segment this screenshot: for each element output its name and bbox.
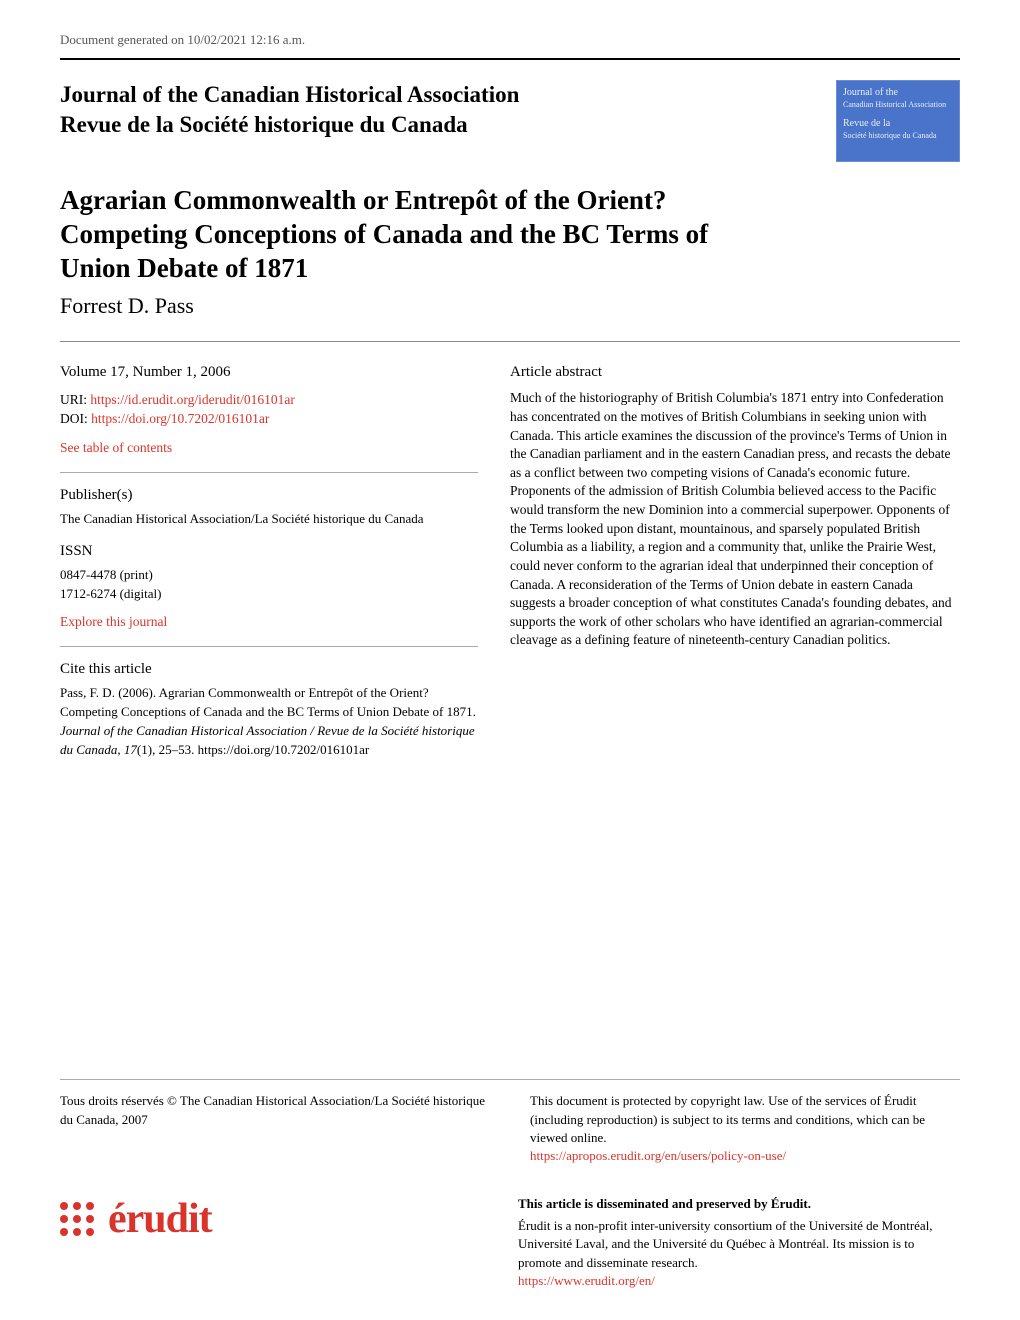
doi-link[interactable]: https://doi.org/10.7202/016101ar: [91, 411, 269, 426]
erudit-url-link[interactable]: https://www.erudit.org/en/: [518, 1273, 655, 1288]
article-author: Forrest D. Pass: [60, 293, 960, 319]
issn-print: 0847-4478 (print): [60, 566, 478, 585]
journal-title-fr: Revue de la Société historique du Canada: [60, 110, 519, 140]
issn-heading: ISSN: [60, 543, 478, 560]
cite-vol-italic: 17: [124, 742, 137, 757]
abstract-heading: Article abstract: [510, 364, 960, 381]
generation-date: Document generated on 10/02/2021 12:16 a…: [60, 32, 960, 58]
doi-label: DOI:: [60, 411, 91, 426]
cite-part-1: Pass, F. D. (2006). Agrarian Commonwealt…: [60, 685, 476, 719]
dissemination-body: Érudit is a non-profit inter-university …: [518, 1217, 960, 1272]
issn-digital: 1712-6274 (digital): [60, 585, 478, 604]
thumb-line4: Société historique du Canada: [843, 131, 953, 141]
copyright-protect-text: This document is protected by copyright …: [530, 1092, 960, 1147]
issue-info: Volume 17, Number 1, 2006: [60, 364, 478, 381]
dissemination-heading: This article is disseminated and preserv…: [518, 1195, 960, 1213]
journal-cover-thumbnail: Journal of the Canadian Historical Assoc…: [836, 80, 960, 162]
cite-heading: Cite this article: [60, 661, 478, 678]
erudit-logo-dots-icon: [60, 1202, 94, 1236]
divider-2: [60, 646, 478, 647]
article-title: Agrarian Commonwealth or Entrepôt of the…: [60, 184, 780, 285]
thumb-line3: Revue de la: [843, 118, 953, 130]
journal-title-en: Journal of the Canadian Historical Assoc…: [60, 80, 519, 110]
explore-journal-link[interactable]: Explore this journal: [60, 614, 167, 629]
cite-part-3: (1), 25–53. https://doi.org/10.7202/0161…: [137, 742, 369, 757]
thumb-line1: Journal of the: [843, 87, 953, 99]
divider-1: [60, 472, 478, 473]
cite-text: Pass, F. D. (2006). Agrarian Commonwealt…: [60, 684, 478, 759]
uri-label: URI:: [60, 392, 90, 407]
toc-link[interactable]: See table of contents: [60, 440, 172, 455]
uri-link[interactable]: https://id.erudit.org/iderudit/016101ar: [90, 392, 294, 407]
copyright-text: Tous droits réservés © The Canadian Hist…: [60, 1092, 490, 1165]
policy-link[interactable]: https://apropos.erudit.org/en/users/poli…: [530, 1148, 786, 1163]
abstract-body: Much of the historiography of British Co…: [510, 389, 960, 650]
thumb-line2: Canadian Historical Association: [843, 100, 953, 110]
publisher-name: The Canadian Historical Association/La S…: [60, 510, 478, 529]
erudit-logo-text: érudit: [108, 1195, 212, 1243]
publisher-heading: Publisher(s): [60, 487, 478, 504]
erudit-logo: érudit: [60, 1195, 478, 1243]
header-bottom-rule: [60, 341, 960, 342]
